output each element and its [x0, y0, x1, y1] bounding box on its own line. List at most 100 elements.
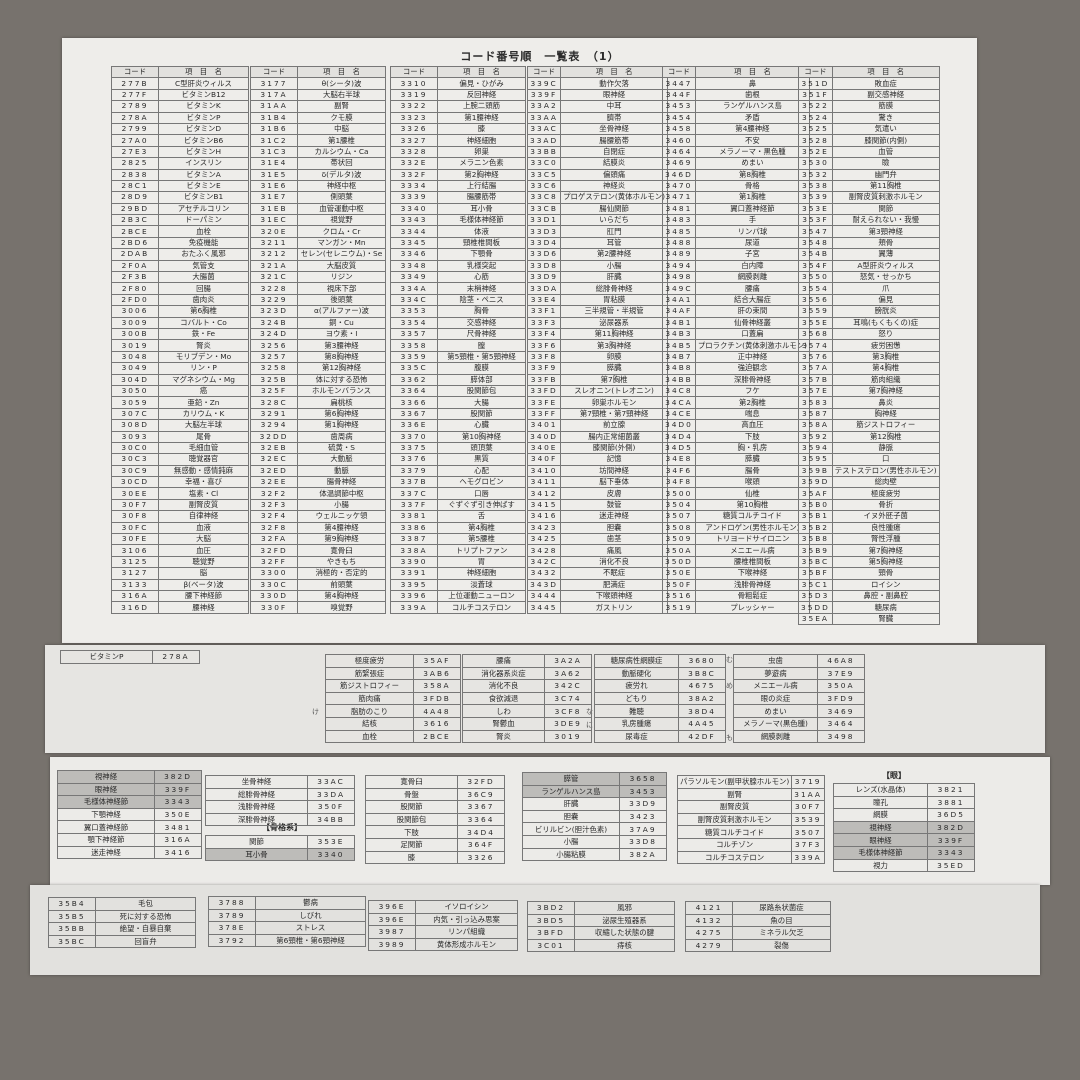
item-name-cell: 膵臓 — [560, 362, 669, 375]
code-cell: 3481 — [662, 202, 696, 216]
table-row: 278A ビタミンP — [111, 111, 249, 124]
item-name-cell: 膵管 — [522, 772, 620, 786]
table-row: 眼の炎症 3FD9 — [733, 691, 865, 706]
table-header-row: コード項 目 名 — [662, 65, 811, 79]
code-cell: 3019 — [544, 729, 592, 744]
table-row: 350F 浅腓骨神経 — [662, 578, 811, 591]
table-row: 糖質コルチコイド 3507 — [676, 825, 825, 839]
code-cell: 359B — [798, 464, 833, 478]
code-cell: 27E3 — [111, 145, 159, 159]
header-code: コード — [662, 65, 696, 79]
code-cell: 4675 — [678, 679, 726, 693]
item-name-cell: 第3胸椎 — [831, 350, 940, 364]
item-name-cell: 歯根 — [694, 88, 811, 102]
table-row: 3494 白内障 — [662, 259, 811, 273]
code-cell: 2BD6 — [111, 236, 159, 250]
code-cell: 353E — [798, 202, 833, 216]
item-name-cell: 鼓管 — [560, 498, 669, 512]
code-cell: 321C — [250, 271, 298, 284]
item-name-cell: 難聴 — [594, 704, 679, 718]
item-name-cell: 皮膚 — [560, 487, 669, 500]
item-name-cell: 膀胱炎 — [831, 305, 940, 318]
table-row: 33C0 結膜炎 — [526, 157, 669, 170]
table-row: 3BD5 泌尿生殖器系 — [527, 913, 675, 928]
item-name-cell: 虫歯 — [733, 654, 818, 668]
code-cell: 33FF — [526, 407, 562, 421]
code-cell: 3326 — [390, 122, 438, 136]
table-row: 3483 手 — [662, 214, 811, 227]
item-name-cell: セレン(セレニウム)・Se — [297, 248, 386, 261]
code-cell: 3576 — [798, 350, 833, 364]
table-row: 330D 第4胸神経 — [250, 589, 386, 603]
table-row: 34D4 下肢 — [662, 430, 811, 443]
item-name-cell: 尿道 — [694, 236, 811, 250]
item-name-cell: 側頭葉 — [297, 191, 386, 204]
code-cell: 34B3 — [662, 327, 696, 341]
code-cell: 3353 — [390, 305, 438, 318]
item-name-cell: 体液 — [437, 225, 526, 238]
item-name-cell: 股関節 — [437, 407, 526, 421]
code-cell: 32F8 — [250, 521, 298, 535]
table-row: 357E 第7胸神経 — [798, 384, 940, 398]
item-name-cell: 良性腫瘍 — [831, 521, 940, 535]
item-name-cell: 第4胸椎 — [437, 521, 526, 535]
code-cell: 33FE — [526, 396, 562, 409]
code-table-column: コード項 目 名 339C 動作欠落 339F 眼神経 33A2 中耳 33AA 臍帯 33AC 坐… — [526, 65, 669, 614]
code-cell: 3327 — [390, 134, 438, 147]
item-name-cell: アンドロゲン(男性ホルモン) — [694, 521, 811, 535]
code-cell: 3524 — [798, 111, 833, 124]
code-cell: 2799 — [111, 122, 159, 136]
table-row: 3432 不眠症 — [526, 567, 669, 580]
table-row: 3391 神経細胞 — [390, 567, 526, 580]
code-cell: 3050 — [111, 384, 159, 398]
table-row: 28C1 ビタミンE — [111, 179, 249, 193]
item-name-cell: 前立腺 — [560, 419, 669, 432]
code-cell: 328C — [250, 396, 298, 409]
table-row: 32EE 腸骨神経 — [250, 476, 386, 489]
item-name-cell: 消化不良 — [560, 555, 669, 569]
item-name-cell: 結核 — [325, 716, 414, 731]
code-cell: 31EB — [250, 202, 298, 216]
item-name-cell: 副腎皮質刺激ホルモン — [831, 191, 940, 204]
item-name-cell: 陰茎・ペニス — [437, 293, 526, 307]
code-cell: 3416 — [526, 510, 562, 523]
table-row: 357B 筋肉組織 — [798, 373, 940, 386]
item-name-cell: 筋膜 — [831, 100, 940, 113]
item-name-cell: 結合大腸症 — [694, 293, 811, 307]
code-cell: 33D9 — [526, 271, 562, 284]
item-name-cell: 帯状回 — [297, 157, 386, 170]
code-cell: 35BC — [48, 934, 96, 949]
table-row: 31EC 視覚野 — [250, 214, 386, 227]
header-code: コード — [390, 65, 438, 79]
code-cell: 33E4 — [526, 293, 562, 307]
code-cell: 30F7 — [111, 498, 159, 512]
table-row: 翼口蓋神経節 3481 — [57, 820, 202, 834]
table-row: 337C 口唇 — [390, 487, 526, 500]
code-cell: 3453 — [662, 100, 696, 113]
code-cell: 3789 — [208, 908, 256, 923]
item-name-cell: 扁桃核 — [297, 396, 386, 409]
code-cell: 353E — [307, 835, 355, 849]
item-name-cell: コルチコステロン — [676, 850, 793, 865]
item-name-cell: 敗血症 — [831, 77, 940, 90]
item-name-cell: 白内障 — [694, 259, 811, 273]
item-name-cell: δ(デルタ)波 — [297, 168, 386, 181]
table-row: 3364 股関節包 — [390, 384, 526, 398]
code-cell: 3525 — [798, 122, 833, 136]
item-name-cell: 骨粗鬆症 — [694, 589, 811, 603]
table-row: 筋肉痛 3FDB — [325, 691, 461, 706]
code-cell: 34F6 — [662, 464, 696, 478]
table-row: 323D α(アルファー)波 — [250, 305, 386, 318]
code-cell: 35B1 — [798, 510, 833, 523]
code-cell: 4A45 — [678, 716, 726, 731]
item-name-cell: 寛骨臼 — [297, 544, 386, 557]
table-row: 3789 しびれ — [208, 908, 366, 923]
code-cell: 30FE — [111, 532, 159, 546]
code-cell: 33AC — [307, 775, 355, 789]
table-row: 396E 内気・引っ込み思案 — [368, 912, 518, 927]
code-cell: 30EE — [111, 487, 159, 500]
item-name-cell: 中耳 — [560, 100, 669, 113]
table-row: 3550 怒気・せっかち — [798, 271, 940, 284]
code-cell: 3386 — [390, 521, 438, 535]
table-row: 3412 皮膚 — [526, 487, 669, 500]
